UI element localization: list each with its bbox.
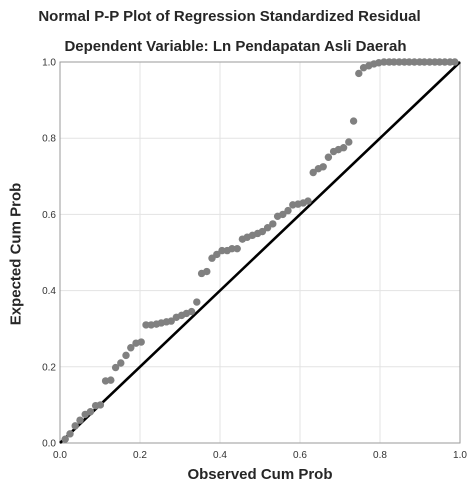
x-tick-label: 0.6 <box>293 450 307 461</box>
data-point <box>61 435 69 443</box>
data-point <box>380 58 388 66</box>
data-point <box>435 58 444 66</box>
chart-title: Normal P-P Plot of Regression Standardiz… <box>38 8 421 25</box>
x-tick-label: 0.2 <box>133 450 147 461</box>
data-point <box>117 359 125 367</box>
data-point <box>107 376 115 384</box>
data-point <box>420 58 429 66</box>
y-axis-label: Expected Cum Prob <box>7 182 25 326</box>
x-tick-label: 0.0 <box>53 450 67 461</box>
data-point <box>193 298 201 306</box>
x-axis-label: Observed Cum Prob <box>187 466 333 483</box>
data-point <box>441 58 449 66</box>
data-point <box>390 58 398 66</box>
data-point <box>213 250 221 259</box>
data-point <box>425 58 434 66</box>
chart-subtitle: Dependent Variable: Ln Pendapatan Asli D… <box>64 38 407 55</box>
plot-frame <box>59 61 461 444</box>
data-point <box>228 244 236 253</box>
x-tick-label: 0.4 <box>213 450 227 461</box>
data-point <box>218 246 226 255</box>
data-point <box>324 153 333 161</box>
reference-line <box>59 61 461 444</box>
x-tick-label: 0.8 <box>373 450 387 461</box>
data-point <box>279 210 287 219</box>
data-point <box>309 168 317 177</box>
data-point <box>355 69 363 78</box>
data-point <box>86 408 95 416</box>
data-point <box>339 144 348 152</box>
data-point <box>319 163 327 171</box>
data-point <box>122 351 130 360</box>
data-point <box>263 224 272 232</box>
data-point <box>142 321 150 329</box>
data-point <box>345 138 353 146</box>
data-point <box>96 401 105 409</box>
y-tick-label: 1.0 <box>42 58 56 69</box>
data-point <box>203 267 211 276</box>
data-point <box>71 422 79 430</box>
data-point <box>284 206 292 215</box>
data-point <box>410 58 419 66</box>
data-point <box>349 117 358 125</box>
data-point <box>451 58 459 66</box>
data-point <box>66 430 74 438</box>
data-point <box>269 220 277 228</box>
y-tick-label: 0.0 <box>42 439 56 450</box>
data-point <box>233 244 241 253</box>
data-point <box>258 227 267 236</box>
data-point <box>187 307 196 316</box>
y-tick-label: 0.6 <box>42 210 56 221</box>
data-point <box>111 363 120 372</box>
data-point <box>304 197 312 205</box>
x-tick-label: 1.0 <box>453 450 467 461</box>
y-tick-label: 0.4 <box>42 286 56 297</box>
data-point <box>405 58 413 66</box>
data-point <box>395 58 403 66</box>
data-point <box>137 338 145 346</box>
y-tick-label: 0.2 <box>42 362 56 373</box>
y-tick-label: 0.8 <box>42 134 56 145</box>
data-point <box>127 344 135 352</box>
data-point <box>76 416 84 424</box>
data-point <box>167 317 175 325</box>
